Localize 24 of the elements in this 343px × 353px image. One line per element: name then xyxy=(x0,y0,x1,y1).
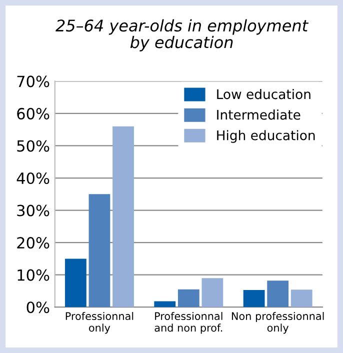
y-tick-label: 40% xyxy=(16,172,50,184)
legend-label: High education xyxy=(217,130,315,143)
y-tick-label: 30% xyxy=(17,204,50,216)
bar xyxy=(178,289,200,308)
bar xyxy=(243,290,265,308)
y-tick-label: 60% xyxy=(17,108,50,120)
x-tick-label: Professionnal only xyxy=(66,312,134,334)
y-tick-label: 70% xyxy=(17,76,50,88)
y-tick-label: 10% xyxy=(18,269,50,281)
y-tick-label: 20% xyxy=(17,237,50,249)
bar xyxy=(112,126,134,308)
y-tick-label: 50% xyxy=(17,140,50,152)
bar xyxy=(64,258,86,308)
chart-title: 25–64 year-olds in employment by education xyxy=(56,19,309,52)
bar xyxy=(202,278,224,308)
bar xyxy=(290,290,312,308)
bar xyxy=(88,194,110,308)
y-tick-label: 0% xyxy=(26,302,50,314)
legend-label: Low education xyxy=(217,88,310,100)
x-tick-label: Non professionnal only xyxy=(232,312,324,334)
x-tick-label: Professionnal and non prof. xyxy=(154,312,222,334)
bar xyxy=(267,280,289,308)
bar xyxy=(154,301,176,308)
legend-label: Intermediate xyxy=(217,110,300,120)
